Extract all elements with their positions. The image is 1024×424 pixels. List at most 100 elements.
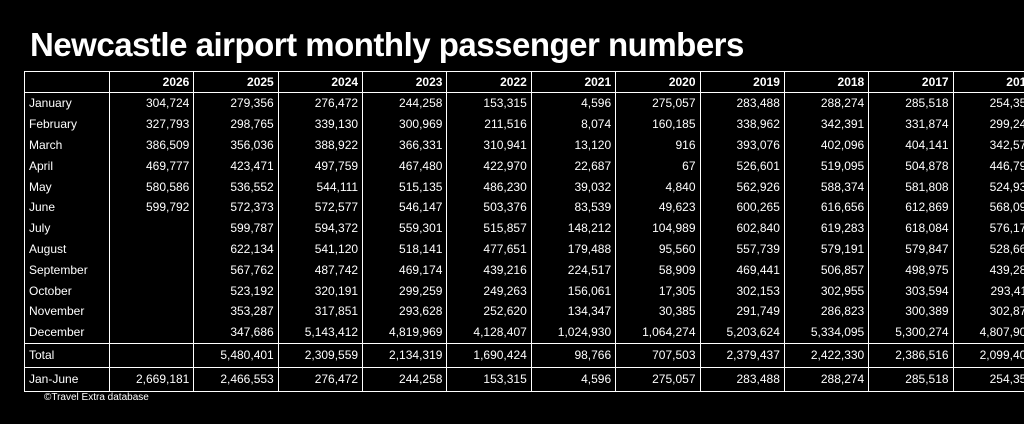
value-cell: 342,573	[952, 134, 1024, 156]
value-cell: 622,134	[193, 238, 279, 260]
value-cell: 581,808	[868, 176, 954, 197]
month-row: July 599,787 594,372 559,301 515,857 148,212 1…	[24, 217, 1024, 239]
value-cell: 579,191	[783, 238, 870, 260]
value-cell: 302,955	[783, 280, 870, 301]
year-header: 2025	[193, 71, 279, 93]
value-cell: 293,628	[362, 300, 448, 322]
value-cell: 17,305	[615, 280, 701, 301]
value-cell: 498,975	[868, 259, 954, 281]
value-cell: 612,869	[868, 196, 954, 218]
value-cell: 5,480,401	[193, 342, 279, 368]
value-cell: 8,074	[530, 113, 617, 135]
month-row: February 327,793 298,765 339,130 300,969 211,…	[24, 113, 1024, 135]
value-cell: 388,922	[277, 134, 364, 156]
value-cell: 302,153	[699, 280, 785, 301]
value-cell: 2,422,330	[783, 342, 870, 368]
year-header: 2024	[277, 71, 364, 93]
month-label: May	[24, 176, 110, 197]
value-cell: 2,309,559	[277, 342, 364, 368]
value-cell: 515,135	[362, 176, 448, 197]
value-cell: 211,516	[446, 113, 532, 135]
value-cell: 616,656	[783, 196, 870, 218]
value-cell: 342,391	[783, 113, 870, 135]
value-cell: 519,095	[783, 155, 870, 177]
value-cell: 98,766	[530, 342, 617, 368]
month-row: April 469,777 423,471 497,759 467,480 422,970…	[24, 155, 1024, 177]
value-cell: 39,032	[530, 176, 617, 197]
value-cell: 469,777	[108, 155, 195, 177]
value-cell: 386,509	[108, 134, 195, 156]
value-cell: 486,230	[446, 176, 532, 197]
value-cell: 2,669,181	[108, 366, 195, 392]
value-cell: 467,480	[362, 155, 448, 177]
month-row: September 567,762 487,742 469,174 439,216 224…	[24, 259, 1024, 281]
value-cell: 404,141	[868, 134, 954, 156]
value-cell: 339,130	[277, 113, 364, 135]
value-cell: 503,376	[446, 196, 532, 218]
passenger-table: 2026 2025 2024 2023 2022 2021 2020 2019 2018 2017…	[24, 71, 1024, 392]
month-label: April	[24, 155, 110, 177]
value-cell: 1,690,424	[446, 342, 532, 368]
value-cell: 439,216	[446, 259, 532, 281]
value-cell: 2,134,319	[362, 342, 448, 368]
value-cell: 276,472	[277, 366, 364, 392]
month-label: June	[24, 196, 110, 218]
value-cell: 224,517	[530, 259, 617, 281]
value-cell: 497,759	[277, 155, 364, 177]
value-cell: 49,623	[615, 196, 701, 218]
month-label: March	[24, 134, 110, 156]
value-cell: 599,792	[108, 196, 195, 218]
month-row: June 599,792 572,373 572,577 546,147 503,376 8…	[24, 196, 1024, 218]
year-header: 2017	[868, 71, 954, 93]
value-cell: 572,373	[193, 196, 279, 218]
value-cell: 469,174	[362, 259, 448, 281]
value-cell: 572,577	[277, 196, 364, 218]
value-cell: 275,057	[615, 92, 701, 114]
value-cell: 916	[615, 134, 701, 156]
value-cell: 619,283	[783, 217, 870, 239]
value-cell: 469,441	[699, 259, 785, 281]
value-cell: 4,596	[530, 366, 617, 392]
year-header: 2018	[783, 71, 870, 93]
month-label: August	[24, 238, 110, 260]
year-header: 2021	[530, 71, 617, 93]
value-cell: 83,539	[530, 196, 617, 218]
value-cell: 594,372	[277, 217, 364, 239]
value-cell: 524,931	[952, 176, 1024, 197]
month-label: November	[24, 300, 110, 322]
value-cell: 310,941	[446, 134, 532, 156]
value-cell: 331,874	[868, 113, 954, 135]
value-cell: 477,651	[446, 238, 532, 260]
value-cell: 4,128,407	[446, 321, 532, 344]
value-cell: 153,315	[446, 366, 532, 392]
value-cell: 288,274	[783, 92, 870, 114]
value-cell: 58,909	[615, 259, 701, 281]
value-cell: 148,212	[530, 217, 617, 239]
value-cell: 562,926	[699, 176, 785, 197]
value-cell: 4,807,906	[952, 321, 1024, 344]
month-label: September	[24, 259, 110, 281]
value-cell: 179,488	[530, 238, 617, 260]
month-row: November 353,287 317,851 293,628 252,620 134,…	[24, 300, 1024, 322]
month-label: December	[24, 321, 110, 344]
value-cell: 249,263	[446, 280, 532, 301]
value-cell: 393,076	[699, 134, 785, 156]
title: Newcastle airport monthly passenger numb…	[30, 26, 744, 63]
value-cell: 5,300,274	[868, 321, 954, 344]
value-cell: 254,359	[952, 92, 1024, 114]
value-cell: 2,379,437	[699, 342, 785, 368]
value-cell: 283,488	[699, 92, 785, 114]
value-cell: 317,851	[277, 300, 364, 322]
value-cell: 291,749	[699, 300, 785, 322]
value-cell: 304,724	[108, 92, 195, 114]
value-cell: 299,249	[952, 113, 1024, 135]
month-row: October 523,192 320,191 299,259 249,263 156,0…	[24, 280, 1024, 301]
value-cell: 523,192	[193, 280, 279, 301]
value-cell: 67	[615, 155, 701, 177]
empty-cell	[108, 280, 195, 301]
value-cell: 279,356	[193, 92, 279, 114]
empty-cell	[108, 300, 195, 322]
empty-cell	[108, 342, 195, 368]
month-label: February	[24, 113, 110, 135]
